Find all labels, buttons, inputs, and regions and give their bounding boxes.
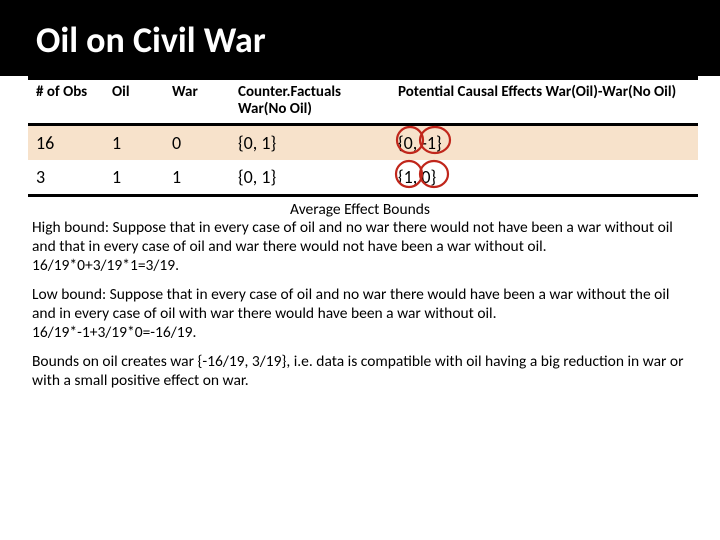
cell-war: 1 <box>164 160 230 196</box>
high-bound-text: High bound: Suppose that in every case o… <box>32 219 688 276</box>
col-header-counterfactuals: Counter.Factuals War(No Oil) <box>230 78 390 124</box>
col-header-oil: Oil <box>104 78 164 124</box>
body-text: Average Effect Bounds High bound: Suppos… <box>0 201 720 391</box>
cell-potential-causal: {1, 0} <box>390 160 698 196</box>
cell-oil: 1 <box>104 124 164 160</box>
col-header-potential-causal: Potential Causal Effects War(Oil)-War(No… <box>390 78 698 124</box>
cell-oil: 1 <box>104 160 164 196</box>
causal-table: # of Obs Oil War Counter.Factuals War(No… <box>28 76 698 197</box>
slide-title: Oil on Civil War <box>0 0 720 76</box>
cell-counterfactual: {0, 1} <box>230 160 390 196</box>
cell-obs: 3 <box>28 160 104 196</box>
cell-pc-text: {1, 0} <box>398 166 436 188</box>
col-header-obs: # of Obs <box>28 78 104 124</box>
cell-pc-text: {0, -1} <box>398 132 442 154</box>
table-row: 16 1 0 {0, 1} {0, -1} <box>28 124 698 160</box>
cell-obs: 16 <box>28 124 104 160</box>
slide-content: # of Obs Oil War Counter.Factuals War(No… <box>0 76 720 540</box>
bounds-summary: Bounds on oil creates war {-16/19, 3/19}… <box>32 353 688 391</box>
table-header-row: # of Obs Oil War Counter.Factuals War(No… <box>28 78 698 124</box>
low-bound-calc: 16/19*-1+3/19*0=-16/19. <box>32 324 688 343</box>
cell-war: 0 <box>164 124 230 160</box>
col-header-war: War <box>164 78 230 124</box>
cell-counterfactual: {0, 1} <box>230 124 390 160</box>
low-bound-text: Low bound: Suppose that in every case of… <box>32 286 688 324</box>
avg-effect-heading: Average Effect Bounds <box>32 201 688 220</box>
table-row: 3 1 1 {0, 1} {1, 0} <box>28 160 698 196</box>
cell-potential-causal: {0, -1} <box>390 124 698 160</box>
slide: Oil on Civil War # of Obs Oil War Counte… <box>0 0 720 540</box>
